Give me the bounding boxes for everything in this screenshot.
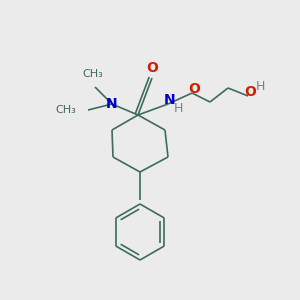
Text: N: N [164,93,176,107]
Text: N: N [106,97,118,111]
Text: O: O [146,61,158,75]
Text: H: H [173,103,183,116]
Text: O: O [244,85,256,99]
Text: CH₃: CH₃ [55,105,76,115]
Text: O: O [188,82,200,96]
Text: CH₃: CH₃ [82,69,103,79]
Text: H: H [255,80,265,92]
